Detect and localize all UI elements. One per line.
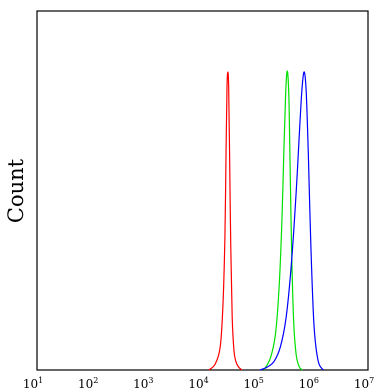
series-line-1	[208, 71, 243, 371]
x-tick-label-6: 106	[299, 376, 319, 391]
series-line-2	[263, 70, 303, 371]
series-line-3	[259, 71, 324, 371]
x-tick-label-5: 105	[244, 376, 264, 391]
x-tick-label-4: 104	[188, 376, 208, 391]
y-axis-label: Count	[4, 158, 28, 223]
x-tick-label-7: 107	[354, 376, 374, 391]
x-tick-label-1: 101	[23, 376, 43, 391]
plot-frame	[36, 10, 369, 371]
x-tick-label-3: 103	[133, 376, 153, 391]
series-layer	[208, 70, 324, 371]
x-tick-layer: 101 102 103 104 105 106 107	[23, 376, 374, 391]
x-tick-label-2: 102	[78, 376, 98, 391]
